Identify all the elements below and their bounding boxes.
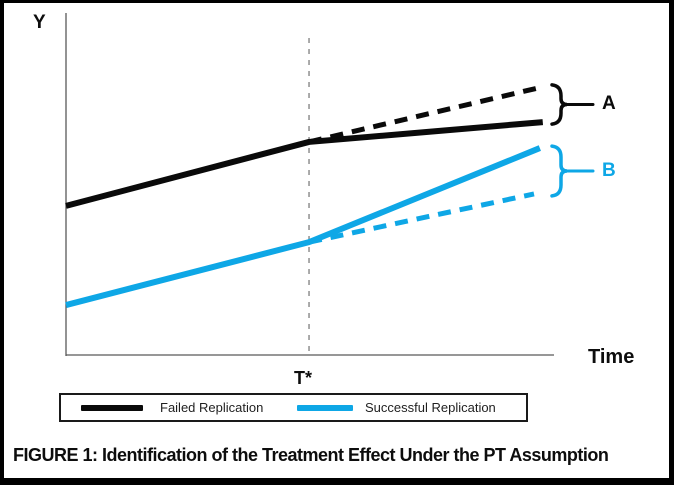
brace-a [550, 83, 568, 126]
brace-label-a: A [602, 93, 616, 115]
legend-swatch-failed-replication [81, 405, 143, 411]
successful-replication-counterfactual-line [308, 191, 535, 245]
brace-label-b: B [602, 160, 616, 181]
frame-border-left [0, 0, 4, 485]
legend-label-successful-replication: Successful Replication [365, 400, 496, 415]
brace-b [550, 144, 568, 198]
treatment-time-label: T* [294, 368, 312, 388]
legend-label-failed-replication: Failed Replication [160, 400, 264, 415]
frame-border-top [0, 0, 674, 3]
failed-replication-counterfactual-line [308, 84, 544, 145]
chart-legend: Failed Replication Successful Replicatio… [59, 393, 528, 422]
frame-border-bottom [0, 478, 674, 485]
x-axis-label: Time [588, 346, 635, 368]
legend-swatch-successful-replication [297, 405, 353, 411]
figure-caption: FIGURE 1: Identification of the Treatmen… [13, 445, 609, 465]
successful-replication-observed-line [65, 145, 541, 308]
frame-border-right [669, 0, 674, 485]
y-axis-label: Y [33, 12, 46, 33]
failed-replication-observed-line [65, 119, 544, 209]
